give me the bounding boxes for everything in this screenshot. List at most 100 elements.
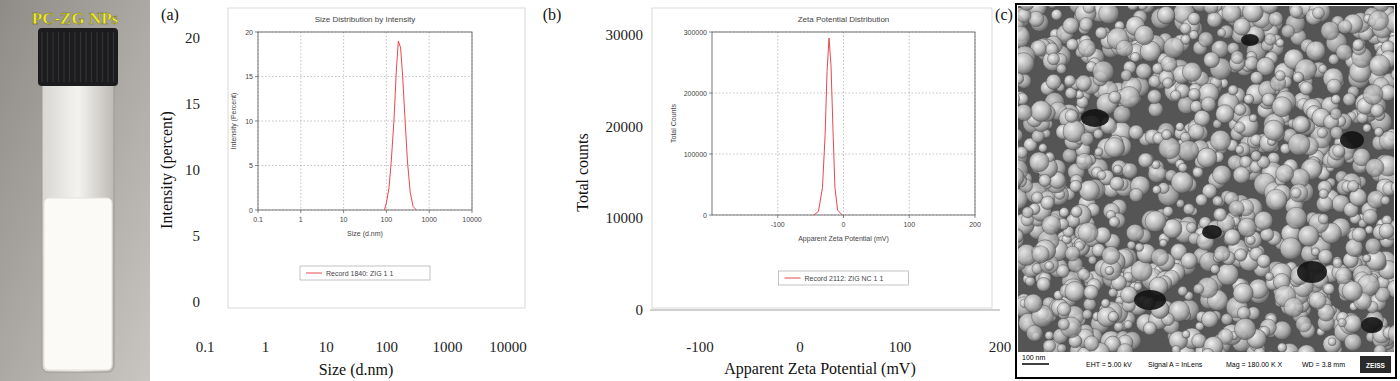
axis-title: Apparent Zeta Potential (mV): [798, 235, 889, 243]
tick-label: 200: [969, 221, 981, 228]
grain: [1293, 72, 1304, 83]
grain: [1276, 39, 1284, 47]
tick-label: 0: [796, 339, 804, 355]
grain: [1217, 264, 1239, 286]
tick-mark: [258, 210, 259, 213]
sem-image: (c)100 nmEHT = 5.00 kVSignal A = InLensM…: [995, 0, 1400, 378]
axis-title: Intensity (percent): [158, 111, 176, 229]
grain: [1147, 90, 1161, 104]
grain: [1176, 122, 1185, 131]
tick-mark: [343, 210, 344, 213]
grain: [1018, 168, 1024, 188]
grain: [1079, 18, 1093, 32]
grain: [1109, 217, 1120, 228]
grain: [1264, 120, 1284, 140]
chart-panel: Size Distribution by Intensity0.11101001…: [158, 6, 527, 379]
grain: [1178, 286, 1188, 296]
pore: [1340, 131, 1364, 149]
grain: [1083, 6, 1095, 13]
grain: [1365, 238, 1381, 254]
grain: [1130, 52, 1140, 62]
grain: [1180, 23, 1191, 34]
grain: [1298, 226, 1319, 247]
sem-info: Mag = 180.00 K X: [1226, 361, 1283, 369]
cap-ridge: [47, 32, 48, 82]
cap-ridge: [74, 32, 75, 82]
axis-title: Total Counts: [670, 104, 677, 143]
grain: [1275, 71, 1285, 81]
inset-background: [228, 8, 525, 308]
grain: [1071, 206, 1082, 217]
grain: [1122, 163, 1138, 179]
grain: [1182, 62, 1201, 81]
grain: [1148, 102, 1163, 117]
tick-label: 200000: [684, 90, 707, 97]
grid-line: [258, 165, 472, 166]
grain: [1127, 241, 1136, 250]
grain: [1272, 97, 1292, 117]
grain: [1084, 285, 1099, 300]
grain: [1266, 351, 1275, 352]
grain: [1214, 246, 1230, 262]
grain: [1063, 18, 1079, 34]
grain: [1025, 277, 1035, 287]
grain: [1105, 266, 1114, 275]
grain: [1093, 61, 1114, 82]
grain: [1113, 165, 1122, 174]
grain: [1124, 321, 1133, 330]
grid-line: [712, 154, 975, 155]
grain: [1391, 69, 1394, 80]
legend-label: Record 1840: ZIG 1 1: [326, 270, 393, 277]
outer-axes: -10001002000100002000030000Apparent Zeta…: [543, 6, 1012, 378]
tick-mark: [255, 210, 258, 211]
tick-label: 1000: [432, 339, 462, 355]
tick-label: 15: [245, 73, 253, 80]
grain: [1065, 282, 1085, 302]
data-group: [384, 41, 416, 210]
grain: [1207, 12, 1222, 27]
grain: [1152, 186, 1161, 195]
grain: [1347, 181, 1358, 192]
grain: [1374, 345, 1387, 352]
grain: [1181, 253, 1197, 269]
grain: [1237, 307, 1250, 320]
pore: [1361, 317, 1383, 333]
tick-label: 30000: [606, 27, 644, 43]
grain: [1104, 138, 1124, 158]
grain: [1018, 53, 1034, 75]
logo-box: [1360, 356, 1391, 373]
grain: [1078, 39, 1096, 57]
inset-frame: [258, 32, 472, 210]
tick-label: 10: [340, 216, 348, 223]
tick-label: -100: [686, 339, 714, 355]
grain: [1333, 258, 1343, 268]
grain: [1163, 78, 1174, 89]
grid-line: [843, 32, 844, 215]
grain: [1264, 34, 1276, 46]
photo-background: [0, 0, 150, 381]
grain: [1343, 93, 1356, 106]
grain: [1352, 39, 1364, 51]
grain: [1197, 148, 1217, 168]
grain: [1118, 87, 1140, 109]
grain: [1198, 32, 1213, 47]
x-axis-line: [650, 310, 1000, 311]
grain: [1116, 40, 1133, 57]
grain: [1297, 345, 1315, 352]
photo-label: PC-ZG NPs: [32, 9, 119, 28]
grain: [1189, 124, 1205, 140]
grain: [1172, 346, 1181, 353]
inset-background: [652, 8, 992, 308]
tick-mark: [255, 76, 258, 77]
tick-label: 0: [193, 294, 201, 310]
scale-bar-label: 100 nm: [1022, 354, 1046, 361]
grain: [1284, 298, 1303, 317]
grain: [1047, 6, 1057, 8]
grain: [1134, 283, 1142, 291]
grain: [1265, 272, 1273, 280]
grid-line: [909, 32, 910, 215]
grain: [1129, 125, 1144, 140]
grain: [1213, 208, 1226, 221]
grain: [1266, 189, 1287, 210]
grain: [1363, 85, 1383, 105]
